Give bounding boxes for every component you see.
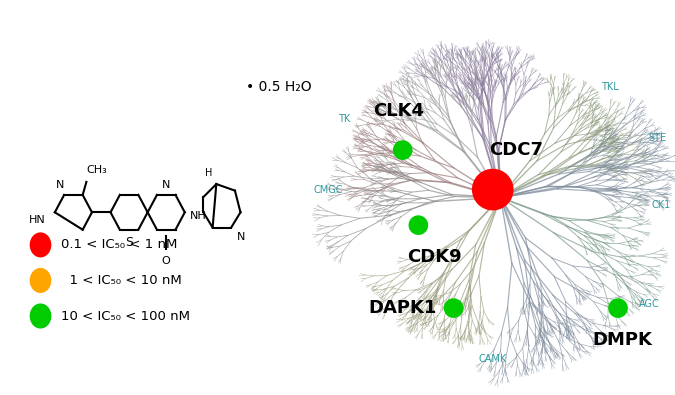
Text: NH: NH [190, 211, 207, 221]
Point [448, 305, 459, 311]
Text: N: N [162, 179, 170, 190]
Text: N: N [237, 232, 245, 242]
Point [613, 305, 624, 311]
Text: CDK9: CDK9 [407, 248, 461, 266]
Text: CLK4: CLK4 [373, 102, 425, 120]
Text: 1 < IC₅₀ < 10 nM: 1 < IC₅₀ < 10 nM [61, 274, 182, 287]
Text: DMPK: DMPK [592, 331, 652, 349]
Text: CDC7: CDC7 [489, 141, 543, 159]
Circle shape [30, 269, 51, 292]
Text: 10 < IC₅₀ < 100 nM: 10 < IC₅₀ < 100 nM [61, 310, 190, 322]
Text: CK1: CK1 [651, 200, 671, 211]
Text: DAPK1: DAPK1 [369, 299, 437, 317]
Text: 0.1 < IC₅₀ < 1 nM: 0.1 < IC₅₀ < 1 nM [61, 239, 177, 251]
Point [487, 186, 498, 193]
Point [413, 222, 424, 228]
Text: H: H [205, 167, 213, 178]
Text: TK: TK [338, 113, 350, 124]
Text: S: S [125, 236, 133, 249]
Text: CAMK: CAMK [479, 354, 507, 365]
Text: CH₃: CH₃ [86, 166, 107, 175]
Text: O: O [162, 256, 171, 266]
Text: • 0.5 H₂O: • 0.5 H₂O [246, 80, 312, 94]
Text: AGC: AGC [639, 299, 659, 309]
Point [398, 147, 408, 153]
Text: N: N [56, 179, 65, 190]
Circle shape [30, 304, 51, 328]
Text: HN: HN [29, 215, 45, 225]
Text: TKL: TKL [601, 82, 619, 92]
Circle shape [30, 233, 51, 257]
Text: STE: STE [648, 133, 666, 143]
Text: CMGC: CMGC [314, 184, 343, 195]
